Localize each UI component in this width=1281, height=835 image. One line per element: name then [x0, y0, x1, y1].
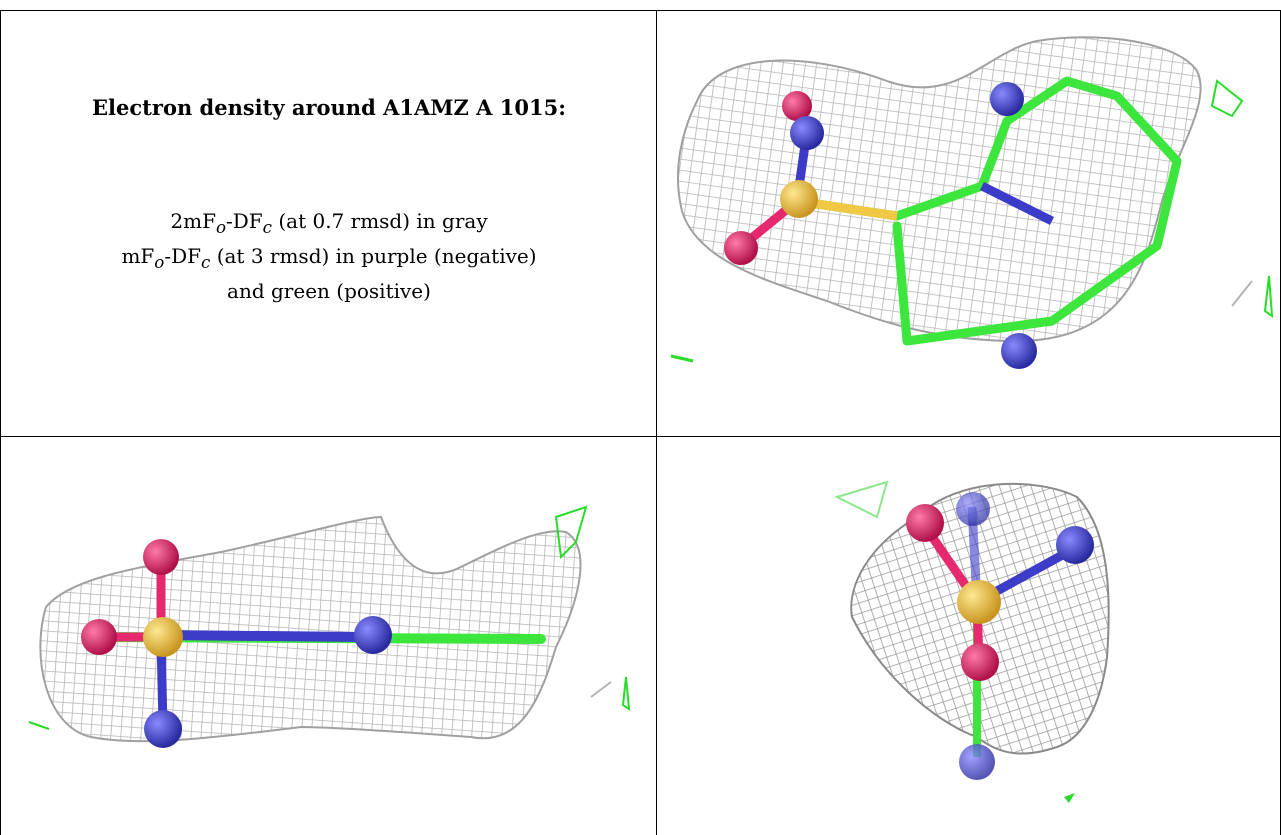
caption-line-1-sub2: c [262, 218, 272, 237]
caption-line-3: and green (positive) [227, 279, 431, 303]
electron-density-mesh-icon [834, 480, 1110, 803]
view-bottom-right [657, 437, 1280, 835]
caption-line-1-mid: -DF [225, 209, 263, 233]
caption-line-2-sub1: o [154, 253, 165, 272]
rule-top [0, 10, 1281, 11]
caption-line-1: 2mFo-DFc (at 0.7 rmsd) in gray [1, 207, 656, 242]
view-top-right [657, 11, 1280, 436]
caption-line-1-sub1: o [215, 218, 226, 237]
rule-center [0, 436, 1281, 437]
caption-line-2-sub2: c [201, 253, 211, 272]
electron-density-mesh-icon [670, 36, 1274, 369]
caption-line-1-suffix: (at 0.7 rmsd) in gray [272, 209, 488, 233]
caption-line-2-prefix: mF [121, 244, 155, 268]
figure-title: Electron density around A1AMZ A 1015: [92, 95, 566, 120]
rule-left [0, 10, 1, 835]
caption-line-1-prefix: 2mF [170, 209, 216, 233]
caption-line-2-mid: -DF [164, 244, 201, 268]
caption-cell: Electron density around A1AMZ A 1015: 2m… [1, 11, 656, 436]
caption-line-2: mFo-DFc (at 3 rmsd) in purple (negative) [1, 242, 656, 277]
caption-line-2-suffix: (at 3 rmsd) in purple (negative) [210, 244, 537, 268]
view-bottom-left [1, 437, 656, 835]
electron-density-mesh-icon [28, 505, 631, 748]
figure-caption: 2mFo-DFc (at 0.7 rmsd) in gray mFo-DFc (… [1, 207, 656, 305]
rule-middle [656, 10, 657, 835]
